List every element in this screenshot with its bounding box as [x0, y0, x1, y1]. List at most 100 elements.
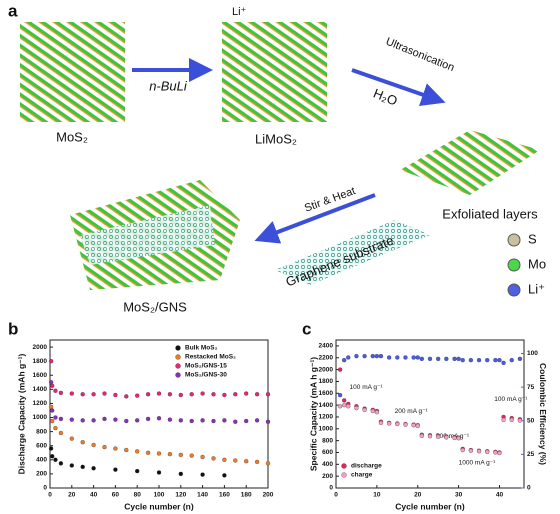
point — [266, 461, 270, 465]
point — [179, 453, 183, 457]
x-tick-label: 20 — [68, 492, 76, 499]
point — [50, 408, 54, 412]
y-tick-label: 2000 — [33, 344, 48, 351]
point — [469, 449, 473, 453]
y-tick-label: 200 — [36, 471, 47, 478]
point — [233, 420, 237, 424]
x-tick-label: 60 — [112, 492, 120, 499]
point — [179, 418, 183, 422]
x-tick-label: 180 — [241, 492, 252, 499]
legend-label: Restacked MoS₂ — [185, 354, 236, 361]
y2-tick-label: 50 — [527, 417, 535, 424]
point — [371, 409, 375, 413]
point — [477, 358, 481, 362]
point — [493, 450, 497, 454]
y-tick-label: 800 — [36, 428, 47, 435]
y-tick-label: 1800 — [319, 378, 334, 385]
point — [81, 440, 85, 444]
panel-label: a — [8, 1, 18, 20]
point — [363, 354, 367, 358]
point — [157, 451, 161, 455]
point — [266, 420, 270, 424]
point — [497, 451, 501, 455]
point — [70, 418, 74, 422]
point — [212, 419, 216, 423]
label: Ultrasonication — [384, 36, 456, 74]
legend-marker — [176, 364, 181, 369]
point — [190, 392, 194, 396]
point — [212, 392, 216, 396]
y-tick-label: 1000 — [319, 426, 334, 433]
legend-dot — [508, 284, 520, 296]
point — [81, 392, 85, 396]
y2-tick-label: 75 — [527, 384, 535, 391]
point — [92, 466, 96, 470]
annotation: 200 mA g⁻¹ — [395, 408, 429, 415]
point — [59, 431, 63, 435]
legend-label: discharge — [351, 463, 382, 470]
point — [461, 358, 465, 362]
point — [113, 418, 117, 422]
x-tick-label: 160 — [219, 492, 230, 499]
x-tick-label: 80 — [134, 492, 142, 499]
point — [497, 358, 501, 362]
legend-marker — [176, 373, 181, 378]
point — [420, 434, 424, 438]
point — [416, 424, 420, 428]
point — [375, 354, 379, 358]
point — [461, 448, 465, 452]
legend-label: MoS₂/GNS-30 — [185, 372, 227, 379]
point — [50, 419, 54, 423]
y2-axis-label: Coulombic Efficiency (%) — [538, 363, 548, 465]
point — [485, 450, 489, 454]
x-tick-label: 40 — [90, 492, 98, 499]
point — [50, 454, 54, 458]
point — [124, 394, 128, 398]
y-tick-label: 1600 — [33, 372, 48, 379]
exfoliated — [400, 130, 540, 195]
point — [342, 358, 346, 362]
y2-tick-label: 0 — [527, 485, 531, 492]
point — [485, 358, 489, 362]
point — [113, 447, 117, 451]
point — [510, 418, 514, 422]
mos2-bulk — [20, 22, 125, 122]
annotation: 1000 mA g⁻¹ — [459, 460, 497, 467]
point — [371, 354, 375, 358]
point — [346, 404, 350, 408]
point — [201, 473, 205, 477]
y-tick-label: 1600 — [319, 390, 334, 397]
point — [255, 418, 259, 422]
point — [412, 423, 416, 427]
y-tick-label: 0 — [43, 485, 47, 492]
point — [190, 419, 194, 423]
point — [222, 418, 226, 422]
point — [59, 417, 63, 421]
point — [124, 419, 128, 423]
y-axis-label: Specific Capacity (mA h g⁻¹) — [308, 357, 318, 471]
x-axis-label: Cycle number (n) — [124, 501, 194, 511]
point — [255, 460, 259, 464]
legend-label: S — [528, 231, 537, 246]
point — [233, 392, 237, 396]
x-tick-label: 140 — [197, 492, 208, 499]
point — [168, 392, 172, 396]
figure: a MoS₂ n-BuLi Li⁺ LiMoS₂ Ultrasonication… — [0, 0, 560, 514]
point — [395, 355, 399, 359]
point — [81, 465, 85, 469]
x-tick-label: 100 — [154, 492, 165, 499]
point — [168, 418, 172, 422]
x-tick-label: 30 — [455, 492, 463, 499]
point — [477, 449, 481, 453]
label: Li⁺ — [232, 6, 247, 18]
point — [493, 358, 497, 362]
point — [420, 357, 424, 361]
point — [244, 392, 248, 396]
panel-label: c — [302, 319, 311, 338]
point — [502, 361, 506, 365]
point — [457, 357, 461, 361]
point — [354, 354, 358, 358]
point — [436, 357, 440, 361]
y-tick-label: 1400 — [33, 386, 48, 393]
point — [70, 463, 74, 467]
